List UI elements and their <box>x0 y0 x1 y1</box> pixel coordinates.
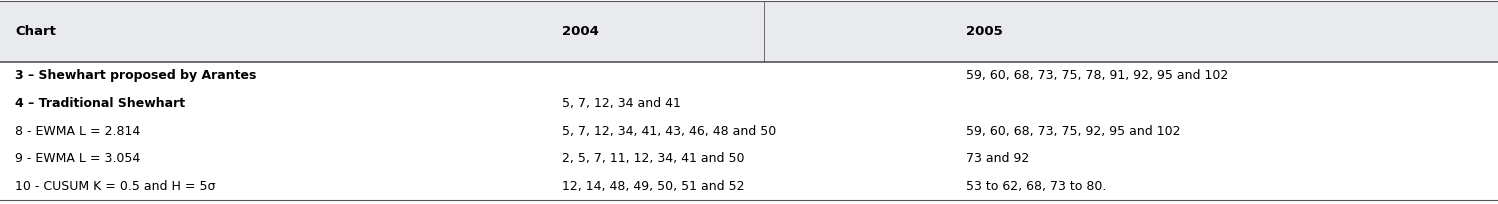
Text: 10 - CUSUM K = 0.5 and H = 5σ: 10 - CUSUM K = 0.5 and H = 5σ <box>15 180 216 193</box>
Text: 53 to 62, 68, 73 to 80.: 53 to 62, 68, 73 to 80. <box>966 180 1107 193</box>
Text: 2004: 2004 <box>562 25 599 38</box>
Text: 2, 5, 7, 11, 12, 34, 41 and 50: 2, 5, 7, 11, 12, 34, 41 and 50 <box>562 152 745 165</box>
Text: 5, 7, 12, 34 and 41: 5, 7, 12, 34 and 41 <box>562 97 680 110</box>
Text: 12, 14, 48, 49, 50, 51 and 52: 12, 14, 48, 49, 50, 51 and 52 <box>562 180 745 193</box>
Bar <box>0 1 1498 62</box>
Text: 3 – Shewhart proposed by Arantes: 3 – Shewhart proposed by Arantes <box>15 70 256 82</box>
Text: 73 and 92: 73 and 92 <box>966 152 1029 165</box>
Text: 9 - EWMA L = 3.054: 9 - EWMA L = 3.054 <box>15 152 141 165</box>
Text: 2005: 2005 <box>966 25 1004 38</box>
Text: 59, 60, 68, 73, 75, 78, 91, 92, 95 and 102: 59, 60, 68, 73, 75, 78, 91, 92, 95 and 1… <box>966 70 1228 82</box>
Text: 59, 60, 68, 73, 75, 92, 95 and 102: 59, 60, 68, 73, 75, 92, 95 and 102 <box>966 125 1180 137</box>
Text: 5, 7, 12, 34, 41, 43, 46, 48 and 50: 5, 7, 12, 34, 41, 43, 46, 48 and 50 <box>562 125 776 137</box>
Text: Chart: Chart <box>15 25 55 38</box>
Text: 4 – Traditional Shewhart: 4 – Traditional Shewhart <box>15 97 186 110</box>
Text: 8 - EWMA L = 2.814: 8 - EWMA L = 2.814 <box>15 125 141 137</box>
